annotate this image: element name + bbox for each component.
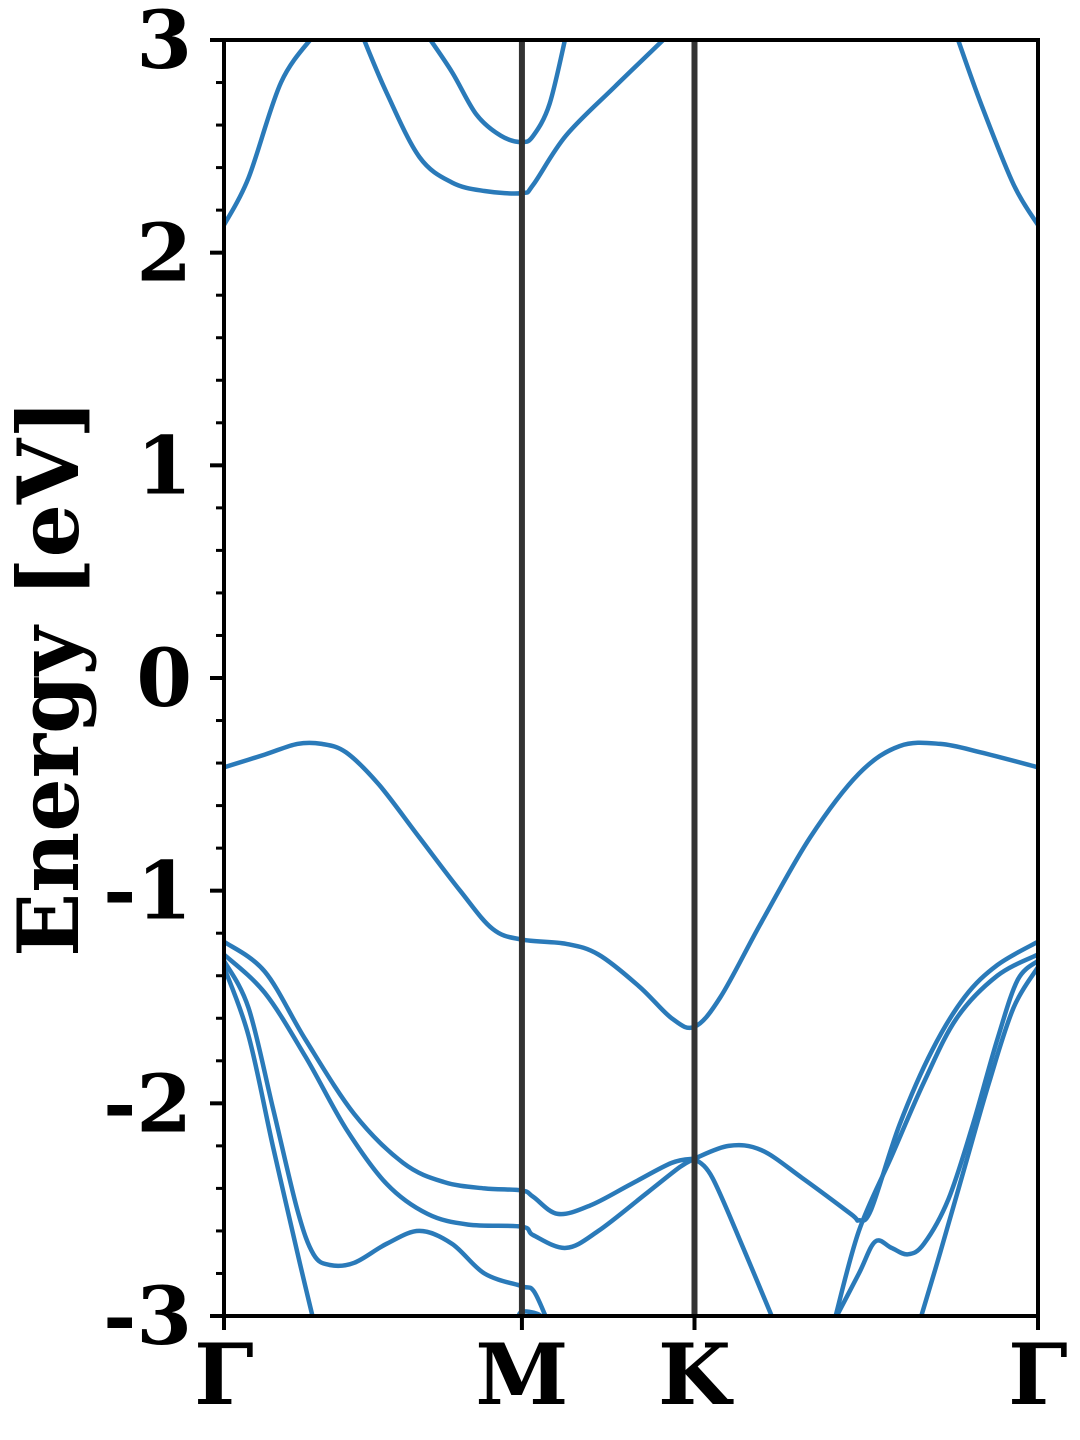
- y-axis-title: Energy [eV]: [0, 399, 98, 957]
- y-axis-ticks: -3 -2 -1 0 1 2 3: [103, 0, 224, 1363]
- kpoint-label: Γ: [1008, 1325, 1068, 1424]
- plot-frame: [222, 38, 1040, 1318]
- band-line-1: [224, 40, 314, 228]
- band-line-3: [427, 40, 568, 145]
- y-tick-label: -1: [103, 844, 192, 938]
- band-line-5: [224, 740, 1038, 1031]
- kpoint-label: K: [658, 1325, 734, 1424]
- band-line-12: [692, 939, 1038, 1224]
- high-symmetry-lines: [518, 40, 698, 1316]
- band-line-15: [918, 964, 1038, 1316]
- kpoint-label: Γ: [194, 1325, 254, 1424]
- band-line-14: [833, 952, 1038, 1316]
- band-lines: [224, 40, 1038, 1316]
- band-line-9: [224, 964, 315, 1316]
- kpoint-label: M: [475, 1325, 568, 1424]
- band-line-2: [361, 40, 667, 196]
- y-tick-label: 3: [136, 0, 192, 87]
- band-line-11: [692, 1156, 775, 1316]
- band-line-7: [224, 952, 697, 1251]
- y-tick-label: -3: [103, 1269, 192, 1363]
- y-tick-label: -2: [103, 1056, 192, 1150]
- band-line-6: [224, 939, 697, 1217]
- band-line-13: [834, 958, 1038, 1316]
- y-tick-label: 2: [136, 206, 192, 300]
- y-tick-label: 0: [136, 631, 192, 725]
- band-line-8: [224, 958, 548, 1316]
- y-tick-label: 1: [136, 418, 192, 512]
- band-line-4: [955, 40, 1038, 228]
